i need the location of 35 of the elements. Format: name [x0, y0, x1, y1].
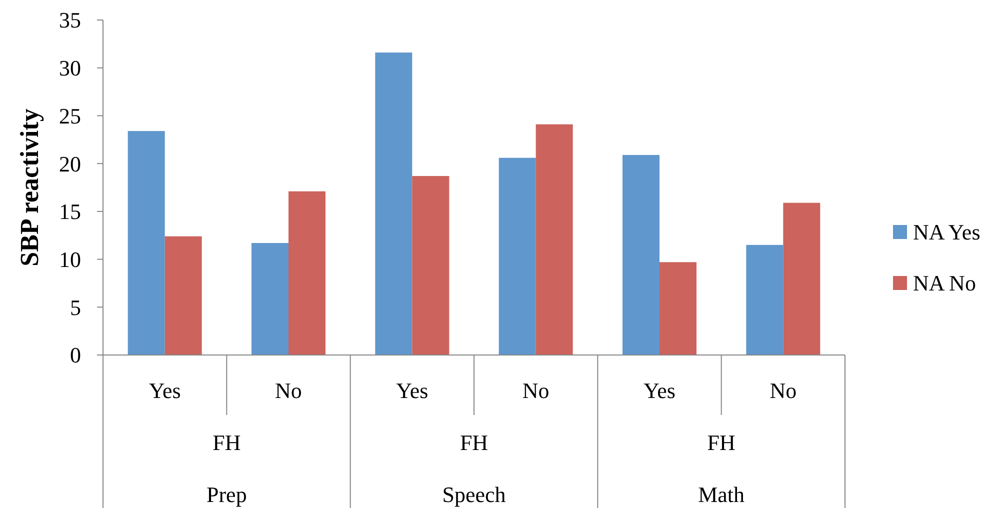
- bar: [288, 191, 326, 355]
- x-tick-label: Yes: [396, 378, 428, 403]
- text: FH: [212, 430, 241, 455]
- text: Prep: [206, 482, 247, 507]
- bar: [375, 52, 412, 355]
- text: FH: [707, 430, 736, 455]
- bar: [746, 244, 784, 355]
- bar: [498, 158, 536, 355]
- bar: [252, 243, 288, 355]
- x-tick-label: Yes: [643, 378, 676, 403]
- x-tick-label: No: [770, 378, 797, 403]
- text: Speech: [442, 482, 506, 507]
- x-tick-label: No: [522, 378, 550, 403]
- y-axis-title: SBP reactivity: [15, 108, 44, 266]
- y-tick-label: 30: [59, 56, 81, 81]
- bar: [660, 262, 696, 355]
- y-tick-label: 20: [59, 151, 81, 176]
- bar: [164, 236, 202, 355]
- y-tick-label: 15: [59, 199, 81, 224]
- y-tick-label: 35: [59, 8, 81, 33]
- x-tick-label: Yes: [148, 378, 181, 403]
- bar: [412, 176, 450, 355]
- text: FH: [460, 430, 488, 455]
- y-tick-label: 10: [59, 246, 81, 272]
- legend-label: NA No: [913, 270, 976, 296]
- bar: [128, 131, 165, 355]
- bar: [783, 202, 820, 355]
- y-tick-label: 5: [70, 294, 81, 320]
- y-tick-label: 25: [59, 103, 81, 128]
- text: Math: [698, 482, 745, 507]
- y-tick-label: 0: [70, 342, 81, 368]
- legend-label: NA Yes: [913, 220, 980, 245]
- bar: [536, 124, 573, 355]
- x-tick-label: No: [275, 378, 302, 403]
- bar: [622, 154, 660, 355]
